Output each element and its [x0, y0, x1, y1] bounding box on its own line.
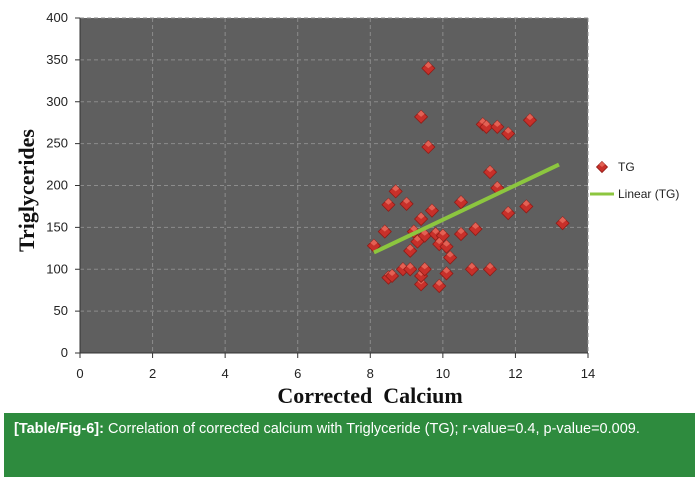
data-point-tg — [468, 221, 483, 237]
data-point-tg — [439, 239, 454, 254]
data-point-tg — [432, 278, 447, 294]
x-tick-label: 14 — [581, 366, 595, 381]
x-tick-label: 6 — [294, 366, 301, 381]
data-point-tg — [555, 216, 570, 231]
figure-caption: [Table/Fig-6]: Correlation of corrected … — [4, 413, 695, 477]
y-tick-label: 300 — [46, 94, 68, 109]
data-point-tg — [479, 119, 494, 134]
data-point-tg — [443, 250, 458, 265]
data-point-tg — [403, 243, 418, 258]
data-point-tg — [424, 203, 440, 218]
data-point-tg — [381, 197, 396, 212]
data-point-tg — [439, 266, 454, 281]
data-point-tg — [421, 61, 436, 76]
chart-container: 0 50 100 150 200 250 300 350 400 0 2 4 6 8 10 12 14 TG Lin… — [4, 4, 695, 412]
data-point-tg — [482, 262, 498, 277]
y-tick-label: 250 — [46, 136, 68, 151]
x-axis-title: Corrected Calcium — [277, 383, 462, 408]
caption-text: Correlation of corrected calcium with Tr… — [103, 421, 640, 437]
data-point-tg — [399, 196, 414, 211]
legend-label-tg: TG — [618, 160, 635, 174]
scatter-chart: 0 50 100 150 200 250 300 350 400 0 2 4 6 8 10 12 14 TG Lin… — [4, 4, 695, 412]
caption-tag: [Table/Fig-6]: — [14, 421, 104, 437]
data-point-tg — [501, 126, 516, 141]
x-tick-label: 0 — [76, 366, 83, 381]
y-axis-title: Triglycerides — [14, 129, 39, 252]
data-point-tg — [421, 139, 436, 155]
data-point-tg — [490, 119, 505, 134]
y-tick-label: 100 — [46, 261, 68, 276]
legend-label-linear-tg: Linear (TG) — [618, 187, 679, 201]
data-point-tg — [384, 268, 400, 284]
y-tick-label: 400 — [46, 10, 68, 25]
y-tick-label: 200 — [46, 178, 68, 193]
y-tick-label: 50 — [54, 303, 68, 318]
data-point-tg — [403, 262, 418, 277]
data-point-tg — [414, 211, 429, 227]
data-point-tg — [453, 195, 469, 210]
data-point-tg — [522, 113, 538, 128]
y-tick-label: 150 — [46, 219, 68, 234]
data-point-tg — [519, 199, 534, 214]
x-tick-label: 4 — [222, 366, 229, 381]
y-tick-label: 0 — [61, 345, 68, 360]
data-point-tg — [501, 206, 516, 221]
x-tick-label: 10 — [436, 366, 450, 381]
data-point-tg — [464, 262, 479, 277]
data-point-tg — [432, 237, 447, 252]
data-point-tg — [414, 109, 429, 124]
data-point-tg — [417, 262, 432, 277]
x-tick-label: 2 — [149, 366, 156, 381]
data-point-tg — [453, 227, 469, 242]
x-tick-label: 12 — [508, 366, 522, 381]
trendline-linear-tg — [373, 162, 560, 255]
x-tick-label: 8 — [367, 366, 374, 381]
data-point-tg — [482, 165, 498, 180]
data-point-tg — [388, 184, 403, 199]
y-tick-label: 350 — [46, 52, 68, 67]
data-point-tg — [377, 224, 392, 239]
legend-marker-tg — [595, 160, 609, 174]
